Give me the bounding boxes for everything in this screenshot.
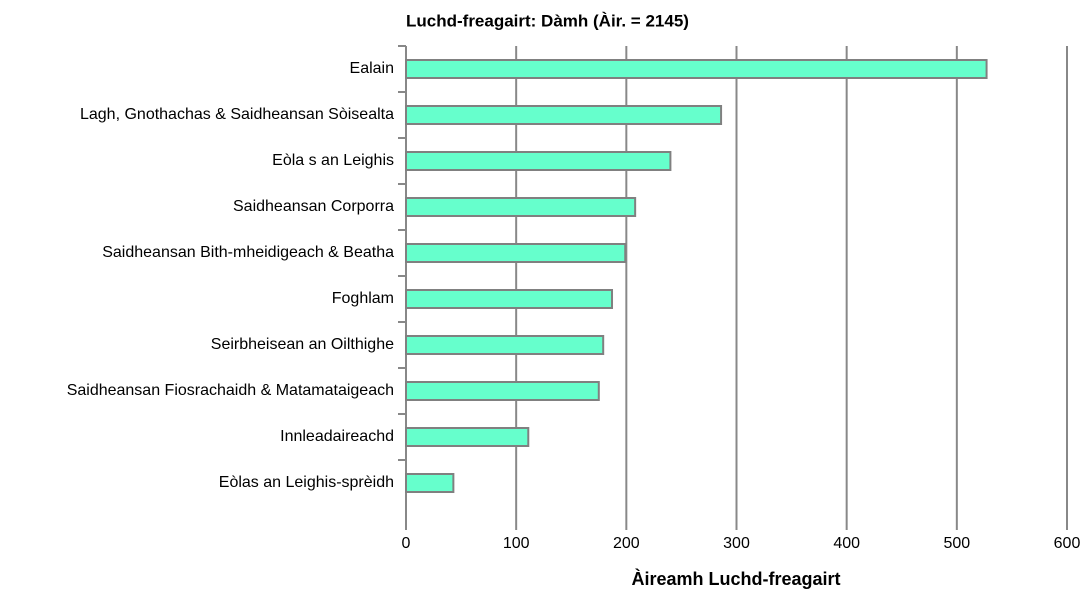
bar — [405, 59, 988, 79]
chart-title: Luchd-freagairt: Dàmh (Àir. = 2145) — [406, 11, 689, 30]
x-axis-title: Àireamh Luchd-freagairt — [631, 568, 840, 589]
bar — [405, 427, 530, 447]
bar — [405, 473, 455, 493]
y-tick-label: Innleadaireachd — [280, 428, 394, 445]
y-tick-label: Eòla s an Leighis — [272, 152, 394, 169]
x-tick-label: 0 — [402, 535, 411, 552]
y-tick-label: Saidheansan Fiosrachaidh & Matamataigeac… — [67, 382, 394, 399]
y-tick-label: Saidheansan Bith-mheidigeach & Beatha — [102, 244, 394, 261]
y-tick-label: Saidheansan Corporra — [233, 198, 394, 215]
x-tick-label: 400 — [833, 535, 860, 552]
bar — [405, 335, 605, 355]
y-tick-label: Eòlas an Leighis-sprèidh — [219, 474, 394, 491]
bar — [405, 381, 600, 401]
bar — [405, 105, 723, 125]
bar — [405, 289, 614, 309]
y-tick-label: Foghlam — [332, 290, 394, 307]
x-tick-label: 300 — [723, 535, 750, 552]
y-tick-label: Seirbheisean an Oilthighe — [211, 336, 394, 353]
bar — [405, 243, 627, 263]
x-tick-label: 200 — [613, 535, 640, 552]
bar — [405, 151, 672, 171]
y-tick-label: Ealain — [350, 60, 394, 77]
x-tick-label: 600 — [1054, 535, 1081, 552]
bar — [405, 197, 637, 217]
x-tick-label: 100 — [503, 535, 530, 552]
y-tick-label: Lagh, Gnothachas & Saidheansan Sòisealta — [80, 106, 394, 123]
x-tick-label: 500 — [943, 535, 970, 552]
